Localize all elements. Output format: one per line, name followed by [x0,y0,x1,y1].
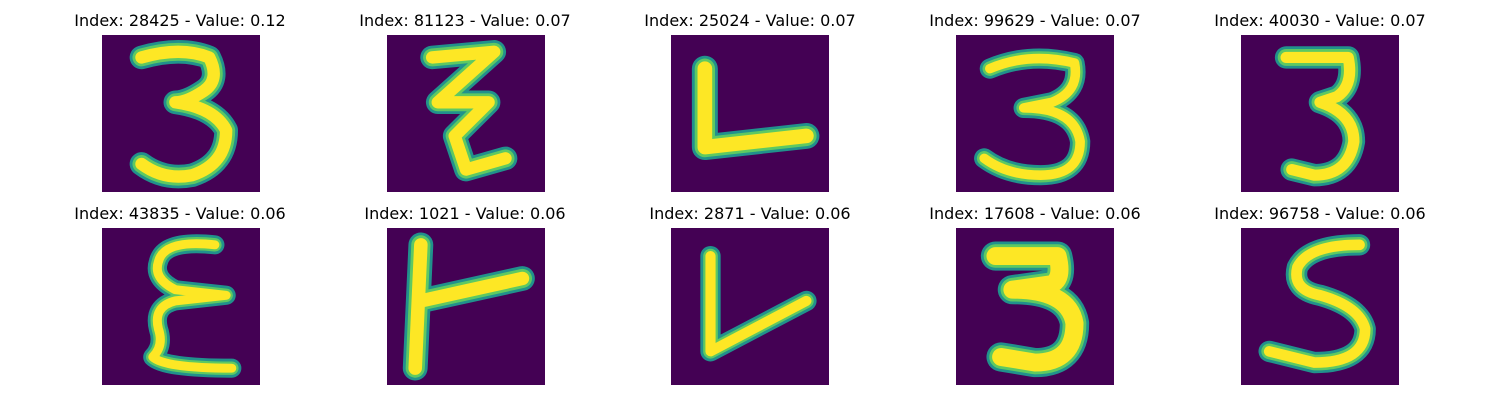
panel-3-image [671,35,829,192]
panel-6-glyph [143,234,242,378]
panel-4-title: Index: 99629 - Value: 0.07 [929,11,1141,30]
panel-6-title: Index: 43835 - Value: 0.06 [74,204,286,223]
panel-1-title: Index: 28425 - Value: 0.12 [74,11,286,30]
panel-4-image [956,35,1114,192]
panel-1-image [102,35,260,192]
panel-7-image [387,228,545,385]
panel-9-glyph [980,241,1090,378]
panel-9-title: Index: 17608 - Value: 0.06 [929,204,1141,223]
panel-8-glyph [700,245,817,362]
panel-5-title: Index: 40030 - Value: 0.07 [1214,11,1426,30]
panel-2-glyph [420,40,518,182]
panel-5-image [1241,35,1399,192]
panel-4-glyph [974,48,1091,186]
panel-10-image [1241,228,1399,385]
panel-2-title: Index: 81123 - Value: 0.07 [359,11,571,30]
panel-10-title: Index: 96758 - Value: 0.06 [1214,204,1426,223]
panel-5-glyph [1274,46,1366,187]
panel-6-image [102,228,260,385]
panel-3-glyph [691,55,820,161]
panel-7-title: Index: 1021 - Value: 0.06 [364,204,566,223]
panel-9-image [956,228,1114,385]
panel-7-glyph [402,232,535,381]
panel-2-image [387,35,545,192]
panel-8-title: Index: 2871 - Value: 0.06 [649,204,851,223]
panel-8-image [671,228,829,385]
panel-1-glyph [129,40,238,189]
panel-3-title: Index: 25024 - Value: 0.07 [644,11,856,30]
panel-10-glyph [1258,234,1376,374]
